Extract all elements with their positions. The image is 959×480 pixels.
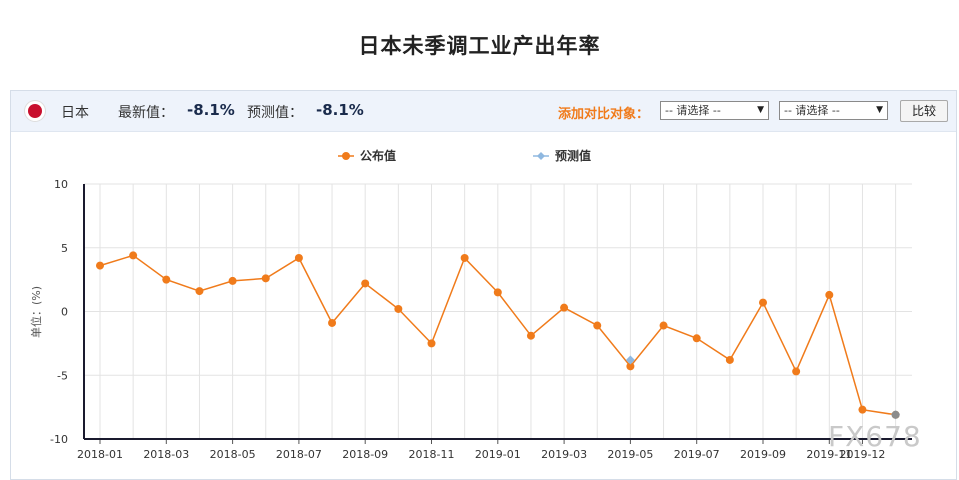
data-point-actual xyxy=(493,288,502,297)
forecast-value-label: 预测值： xyxy=(247,105,303,121)
data-point-actual xyxy=(858,405,867,414)
country-label: 日本 xyxy=(61,105,89,121)
data-point-actual xyxy=(294,253,303,262)
forecast-value: -8.1% xyxy=(316,101,364,119)
flag-dot xyxy=(28,104,42,118)
data-point-latest xyxy=(891,410,900,419)
data-point-actual xyxy=(228,276,237,285)
y-tick-label: -10 xyxy=(50,433,68,446)
data-point-actual xyxy=(792,367,801,376)
compare-select-1-value: -- 请选择 -- xyxy=(665,104,721,117)
x-tick-label: 2018-01 xyxy=(77,448,123,461)
data-point-actual xyxy=(427,339,436,348)
panel-header: 日本 最新值： -8.1% 预测值： -8.1% 添加对比对象： -- 请选择 … xyxy=(11,91,956,132)
data-point-actual xyxy=(560,303,569,312)
data-point-actual xyxy=(195,287,204,296)
y-tick-label: 10 xyxy=(54,178,68,191)
x-tick-label: 2018-07 xyxy=(276,448,322,461)
legend-marker xyxy=(537,152,545,160)
japan-flag-icon xyxy=(25,101,45,121)
legend-marker xyxy=(342,152,350,160)
data-point-actual xyxy=(825,290,834,299)
data-point-actual xyxy=(692,334,701,343)
x-tick-label: 2019-12 xyxy=(839,448,885,461)
data-point-actual xyxy=(460,253,469,262)
chart-panel: 日本 最新值： -8.1% 预测值： -8.1% 添加对比对象： -- 请选择 … xyxy=(10,90,957,480)
x-tick-label: 2018-05 xyxy=(210,448,256,461)
data-point-actual xyxy=(394,304,403,313)
x-tick-label: 2019-07 xyxy=(674,448,720,461)
y-axis-label: 单位：(%) xyxy=(29,286,43,338)
data-point-actual xyxy=(129,251,138,260)
dropdown-arrow-icon: ▼ xyxy=(757,105,764,115)
data-point-actual xyxy=(261,274,270,283)
compare-label: 添加对比对象： xyxy=(558,107,650,122)
data-point-actual xyxy=(659,321,668,330)
compare-button[interactable]: 比较 xyxy=(900,100,948,122)
data-point-actual xyxy=(361,279,370,288)
x-tick-label: 2018-03 xyxy=(143,448,189,461)
compare-select-1[interactable]: -- 请选择 -- ▼ xyxy=(660,101,769,120)
y-tick-label: -5 xyxy=(57,369,68,382)
legend-label: 公布值 xyxy=(360,148,396,163)
compare-select-2-value: -- 请选择 -- xyxy=(784,104,840,117)
watermark: FX678 xyxy=(828,420,922,453)
x-tick-label: 2018-11 xyxy=(409,448,455,461)
data-point-actual xyxy=(162,275,171,284)
x-tick-label: 2018-09 xyxy=(342,448,388,461)
data-point-actual xyxy=(725,355,734,364)
x-tick-label: 2019-11 xyxy=(806,448,852,461)
y-tick-label: 5 xyxy=(61,242,68,255)
legend-label: 预测值 xyxy=(555,148,591,163)
compare-select-2[interactable]: -- 请选择 -- ▼ xyxy=(779,101,888,120)
data-point-actual xyxy=(593,321,602,330)
x-tick-label: 2019-03 xyxy=(541,448,587,461)
data-point-actual xyxy=(96,261,104,270)
dropdown-arrow-icon: ▼ xyxy=(876,105,883,115)
data-point-forecast xyxy=(625,355,635,365)
latest-value-label: 最新值： xyxy=(118,105,174,121)
data-point-actual xyxy=(759,298,767,307)
x-tick-label: 2019-09 xyxy=(740,448,786,461)
latest-value: -8.1% xyxy=(187,101,235,119)
data-point-actual xyxy=(328,318,337,327)
x-tick-label: 2019-01 xyxy=(475,448,521,461)
x-tick-label: 2019-05 xyxy=(607,448,653,461)
y-tick-label: 0 xyxy=(61,306,68,319)
data-point-actual xyxy=(526,331,535,340)
page-title: 日本未季调工业产出年率 xyxy=(358,34,601,58)
data-point-actual xyxy=(626,362,635,371)
